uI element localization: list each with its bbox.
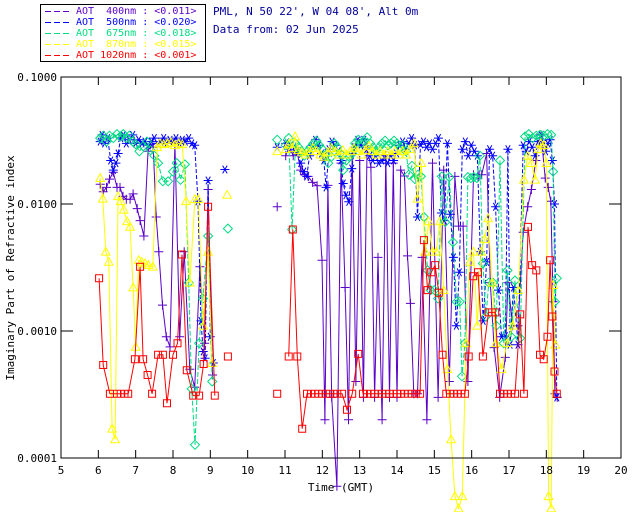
svg-text:6: 6 [95,464,102,477]
svg-text:15: 15 [428,464,441,477]
legend-item-500nm: AOT 500nm : <0.020> [45,17,205,28]
svg-text:17: 17 [502,464,515,477]
svg-text:9: 9 [207,464,214,477]
legend-box: AOT 400nm : <0.011> AOT 500nm : <0.020> … [40,4,206,62]
svg-text:0.0010: 0.0010 [17,325,57,338]
legend-dash-icon [45,44,71,45]
legend-dash-icon [45,11,71,12]
header-site-text: PML, N 50 22', W 04 08', Alt 0m [213,5,419,18]
plot-box [60,76,622,459]
x-axis-label: Time (GMT) [308,481,374,494]
svg-text:20: 20 [614,464,627,477]
y-axis-label: Imaginary Part of Refractive index [4,155,17,381]
legend-dash-icon [45,55,71,56]
axis-ticks [60,76,622,459]
svg-text:14: 14 [390,464,404,477]
svg-text:11: 11 [278,464,291,477]
svg-text:19: 19 [577,464,590,477]
axis-tick-labels: 5 6 7 8 9 10 11 12 13 14 15 16 17 18 19 20 0.1000 0.0100 0… [17,71,627,477]
legend-item-870nm: AOT 870nm : <0.015> [45,39,205,50]
svg-text:0.1000: 0.1000 [17,71,57,84]
legend-label: AOT 675nm : <0.018> [76,28,197,39]
header-date-text: Data from: 02 Jun 2025 [213,23,359,36]
svg-text:8: 8 [170,464,177,477]
svg-text:7: 7 [132,464,139,477]
svg-text:5: 5 [58,464,65,477]
legend-dash-icon [45,33,71,34]
legend-dash-icon [45,22,71,23]
legend-label: AOT 500nm : <0.020> [76,17,197,28]
svg-text:13: 13 [353,464,366,477]
series-870nm [95,130,561,512]
series-1020nm [95,202,561,433]
svg-text:18: 18 [540,464,553,477]
legend-label: AOT 1020nm : <0.001> [76,50,197,61]
series-lines [94,128,563,512]
series-675nm [94,128,563,451]
svg-text:16: 16 [465,464,478,477]
legend-item-400nm: AOT 400nm : <0.011> [45,6,205,17]
legend-label: AOT 870nm : <0.015> [76,39,197,50]
svg-text:0.0001: 0.0001 [17,452,57,465]
svg-text:12: 12 [316,464,329,477]
legend-item-675nm: AOT 675nm : <0.018> [45,28,205,39]
legend-label: AOT 400nm : <0.011> [76,6,197,17]
svg-text:0.0100: 0.0100 [17,198,57,211]
legend-item-1020nm: AOT 1020nm : <0.001> [45,50,205,61]
svg-text:10: 10 [241,464,254,477]
